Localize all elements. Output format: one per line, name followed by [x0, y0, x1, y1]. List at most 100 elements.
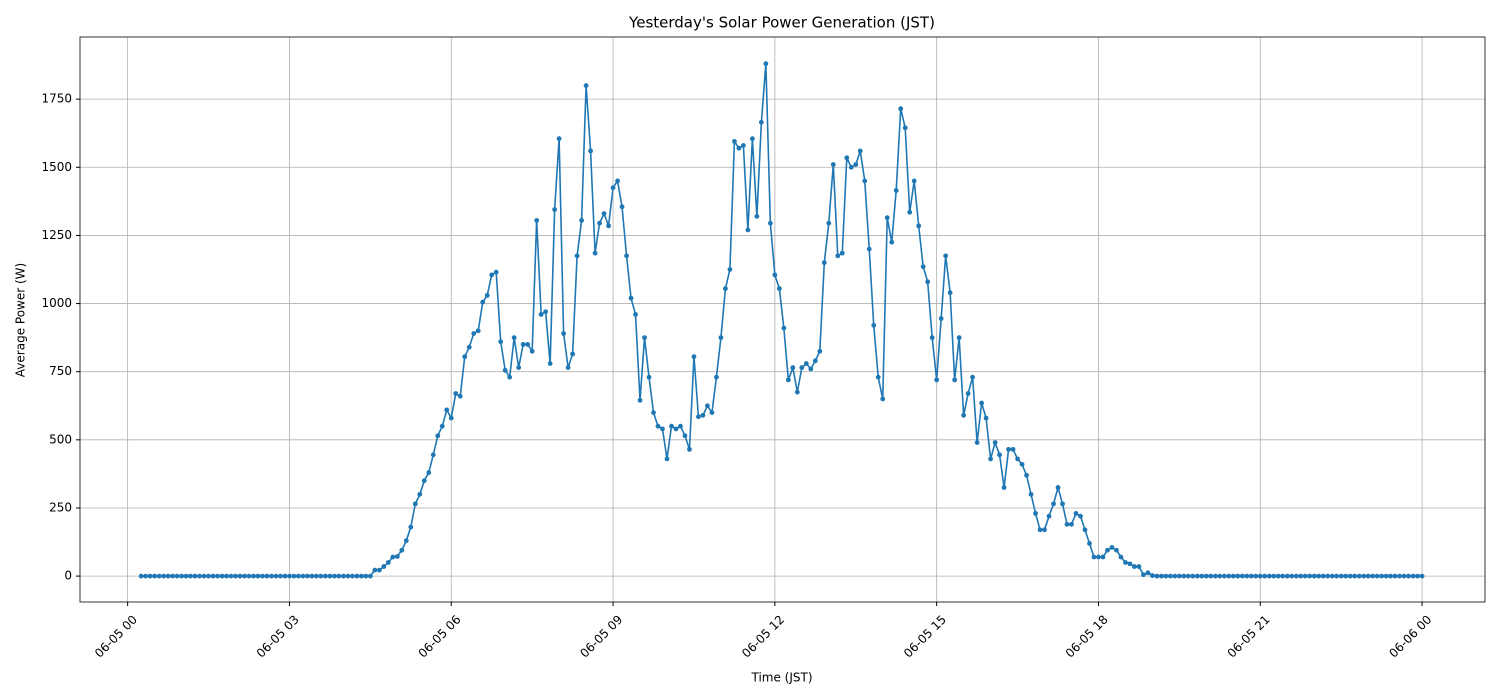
data-point: [1105, 547, 1110, 553]
data-point: [988, 456, 993, 462]
data-point: [570, 351, 576, 357]
data-point: [1415, 573, 1420, 579]
data-point: [781, 325, 787, 331]
data-point: [444, 407, 450, 413]
data-point: [592, 250, 598, 256]
data-point: [660, 426, 665, 432]
data-point: [282, 573, 288, 579]
data-point: [493, 269, 499, 275]
data-point: [646, 374, 652, 380]
data-point: [1127, 561, 1133, 567]
data-point: [1091, 554, 1097, 560]
data-point: [453, 391, 459, 396]
data-point: [857, 148, 863, 154]
data-point: [1199, 573, 1205, 579]
data-point: [1293, 573, 1299, 579]
data-point: [1060, 501, 1065, 507]
data-point: [696, 414, 701, 420]
data-point: [1347, 573, 1353, 579]
data-point: [583, 83, 589, 88]
data-point: [871, 322, 877, 328]
data-point: [1383, 573, 1389, 579]
data-point: [1167, 573, 1173, 579]
data-point: [1212, 573, 1218, 579]
data-point: [183, 573, 189, 579]
data-point: [1019, 461, 1025, 467]
data-point: [1078, 513, 1083, 519]
data-point: [830, 162, 836, 167]
data-point: [898, 106, 904, 112]
data-point: [278, 573, 283, 579]
data-point: [188, 573, 193, 579]
data-point: [943, 253, 949, 259]
data-point: [1244, 573, 1250, 579]
data-point: [1239, 573, 1245, 579]
data-point: [574, 253, 580, 259]
data-point: [812, 358, 818, 364]
data-point: [287, 573, 292, 579]
data-point: [1275, 573, 1281, 579]
data-point: [1073, 511, 1079, 516]
data-point: [561, 331, 567, 336]
data-point: [1338, 573, 1344, 579]
data-point: [197, 573, 202, 579]
data-point: [1352, 573, 1358, 579]
data-point: [462, 354, 468, 360]
data-point: [156, 573, 162, 579]
data-point: [1235, 573, 1241, 579]
data-point: [246, 573, 252, 579]
data-point: [1118, 554, 1124, 560]
data-point: [700, 412, 706, 418]
data-point: [1208, 573, 1214, 579]
data-point: [318, 573, 324, 579]
data-point: [215, 573, 220, 579]
y-tick-label: 1500: [41, 160, 72, 174]
data-point: [1221, 573, 1227, 579]
data-point: [412, 501, 418, 507]
data-point: [206, 573, 211, 579]
data-point: [345, 573, 351, 579]
data-point: [1046, 513, 1052, 519]
data-point: [848, 164, 854, 170]
data-point: [1015, 456, 1020, 462]
data-point: [165, 573, 171, 579]
data-point: [1410, 573, 1416, 579]
data-point: [754, 213, 760, 219]
data-point: [1271, 573, 1277, 579]
data-point: [269, 573, 274, 579]
data-point: [889, 239, 895, 245]
data-point: [970, 374, 976, 380]
data-point: [624, 253, 629, 259]
data-point: [745, 227, 751, 233]
data-point: [1051, 501, 1056, 507]
data-point: [651, 410, 656, 415]
x-tick-label: 06-05 06: [416, 612, 464, 660]
data-point: [260, 573, 265, 579]
data-point: [1132, 564, 1137, 569]
data-point: [543, 309, 549, 315]
data-point: [1388, 573, 1394, 579]
data-point: [1334, 573, 1340, 579]
data-point: [579, 218, 584, 223]
data-point: [147, 573, 153, 579]
data-point: [1379, 573, 1385, 579]
data-point: [228, 573, 234, 579]
data-point: [300, 573, 306, 579]
data-point: [911, 178, 917, 184]
data-point: [1154, 573, 1160, 579]
x-tick-label: 06-05 15: [901, 612, 949, 660]
data-point: [242, 573, 247, 579]
data-point: [534, 218, 540, 223]
data-point: [610, 185, 616, 191]
data-point: [237, 573, 243, 579]
data-point: [376, 567, 382, 573]
data-point: [538, 312, 544, 317]
data-point: [1343, 573, 1349, 579]
data-point: [475, 328, 481, 334]
data-point: [372, 567, 378, 573]
data-point: [1217, 573, 1223, 579]
data-point: [349, 573, 355, 579]
data-point: [880, 396, 886, 402]
data-point: [1316, 573, 1322, 579]
